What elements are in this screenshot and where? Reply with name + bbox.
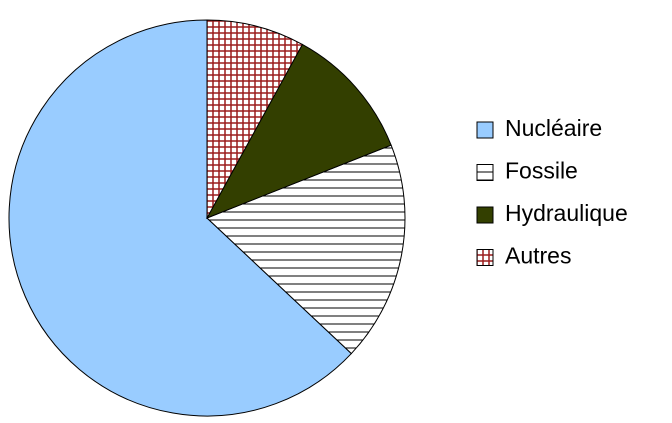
legend-swatch (476, 164, 494, 181)
pie-slice (206, 19, 304, 219)
pie-slice (205, 43, 392, 219)
legend-label: Nucléaire (505, 115, 602, 141)
legend-label: Hydraulique (505, 200, 628, 226)
legend-label: Fossile (505, 158, 578, 184)
pie-slice (206, 144, 406, 355)
legend-swatch (476, 206, 494, 224)
pie-slice (8, 19, 353, 417)
legend-label: Autres (505, 243, 571, 269)
legend-swatch (476, 121, 494, 139)
legend-swatch (476, 249, 494, 266)
